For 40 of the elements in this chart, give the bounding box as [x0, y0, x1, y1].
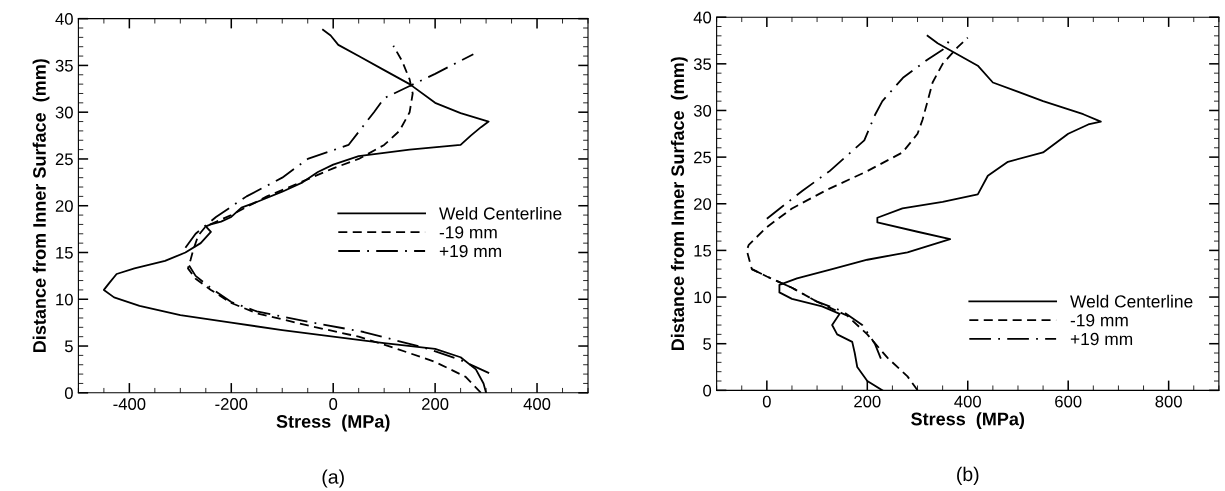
x-axis-title: Stress (MPa) — [276, 414, 390, 432]
x-tick-label: 200 — [854, 395, 881, 408]
x-tick-label: -400 — [113, 398, 146, 410]
y-tick-label: 0 — [703, 384, 712, 397]
y-tick-label: 20 — [55, 200, 73, 212]
y-tick-label: 0 — [64, 387, 73, 399]
x-tick-label: -200 — [215, 398, 248, 410]
x-tick-label: 600 — [1055, 395, 1082, 408]
legend-label: +19 mm — [1070, 332, 1133, 346]
legend-label: Weld Centerline — [439, 206, 562, 220]
text: (b) — [957, 466, 979, 485]
y-tick-label: 25 — [694, 151, 712, 164]
text: (a) — [322, 469, 344, 488]
legend-label: +19 mm — [439, 244, 502, 258]
y-tick-label: 10 — [56, 293, 73, 306]
y-tick-label: 30 — [693, 104, 712, 117]
x-tick-label: 400 — [523, 398, 551, 410]
y-tick-label: 15 — [694, 244, 712, 257]
y-tick-label: 40 — [55, 13, 73, 25]
x-tick-label: 200 — [422, 398, 449, 410]
y-tick-label: 35 — [693, 58, 712, 71]
x-tick-label: 400 — [954, 395, 981, 408]
legend-label: -19 mm — [439, 226, 497, 239]
x-tick-label: 0 — [329, 398, 338, 410]
y-tick-label: 5 — [64, 340, 73, 353]
y-tick-label: 40 — [693, 11, 712, 24]
x-tick-label: 800 — [1155, 395, 1182, 408]
y-tick-label: 20 — [694, 198, 712, 210]
y-tick-label: 10 — [694, 291, 712, 304]
y-tick-label: 30 — [55, 106, 73, 119]
y-tick-label: 15 — [56, 247, 73, 259]
y-tick-label: 25 — [55, 153, 73, 166]
y-axis-title: Distance from Inner Surface (mm) — [670, 57, 688, 351]
x-tick-label: 0 — [762, 395, 771, 408]
y-tick-label: 5 — [703, 338, 712, 350]
legend-label: Weld Centerline — [1070, 294, 1193, 308]
y-tick-label: 35 — [55, 59, 73, 72]
legend-label: -19 mm — [1070, 314, 1128, 327]
y-axis-title: Distance from Inner Surface (mm) — [32, 59, 50, 353]
x-axis-title: Stress (MPa) — [911, 412, 1025, 429]
